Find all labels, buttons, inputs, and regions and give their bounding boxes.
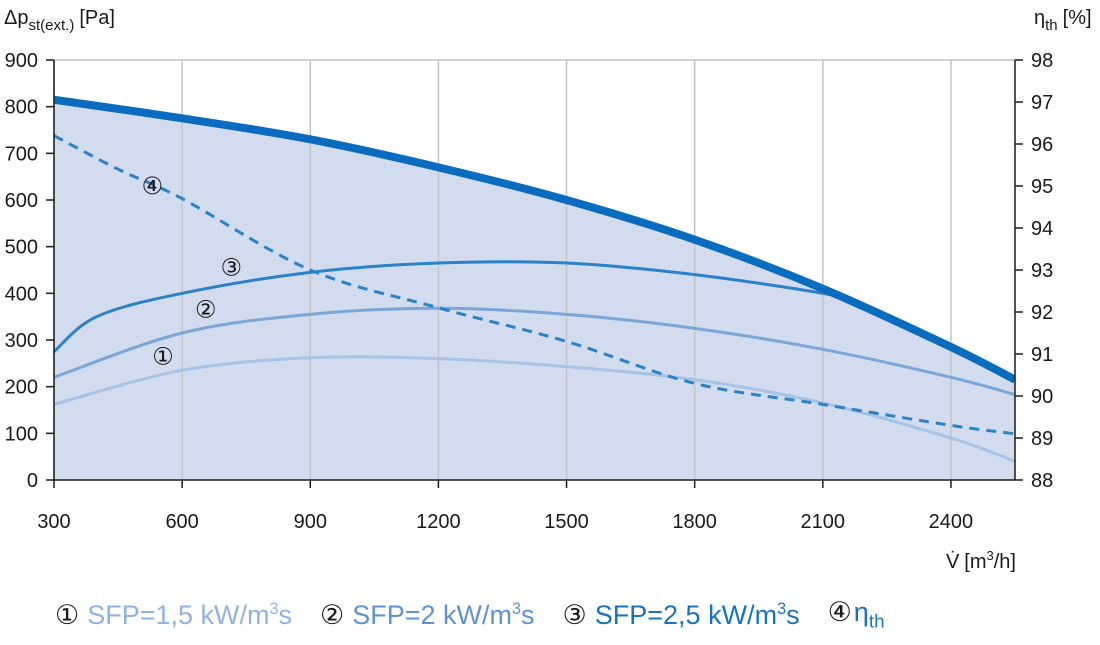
series-line-eta bbox=[54, 134, 1015, 436]
x-tick-label: 1200 bbox=[416, 511, 461, 533]
curve-marker: ① bbox=[152, 342, 174, 370]
left-tick-label: 800 bbox=[5, 97, 38, 119]
right-tick-label: 88 bbox=[1031, 470, 1053, 492]
x-tick-label: 1500 bbox=[544, 511, 589, 533]
legend-label-eta: ηth bbox=[853, 596, 885, 633]
legend: ① SFP=1,5 kW/m3s ② SFP=2 kW/m3s ③ SFP=2,… bbox=[55, 592, 1085, 638]
left-tick-label: 300 bbox=[5, 330, 38, 352]
legend-label-sfp-2: SFP=2 kW/m3s bbox=[352, 599, 535, 630]
right-tick-label: 91 bbox=[1031, 344, 1053, 366]
right-tick-label: 94 bbox=[1031, 218, 1053, 240]
chart: 0 100 200 300 400 500 600 700 800 900 88 89 90 91 92 93… bbox=[4, 7, 1092, 573]
x-tick-label: 1800 bbox=[672, 511, 717, 533]
left-tick-label: 200 bbox=[5, 377, 38, 399]
legend-label-sfp-2-5: SFP=2,5 kW/m3s bbox=[594, 599, 800, 630]
series-line-sfp-2 bbox=[54, 306, 1015, 397]
legend-item-sfp-1-5: ① SFP=1,5 kW/m3s bbox=[55, 600, 292, 631]
legend-marker-3: ③ bbox=[562, 599, 587, 631]
series-line-sfp-1-5 bbox=[54, 355, 1015, 463]
right-tick-label: 89 bbox=[1031, 428, 1053, 450]
right-tick-label: 90 bbox=[1031, 386, 1053, 408]
curve-markers: ④ ③②① bbox=[141, 172, 242, 370]
curve-marker: ③ bbox=[220, 254, 242, 282]
x-tick-label: 900 bbox=[294, 511, 327, 533]
left-tick-label: 700 bbox=[5, 143, 38, 165]
curve-marker: ④ bbox=[141, 172, 163, 200]
x-tick-label: 300 bbox=[37, 511, 70, 533]
x-tick-label: 2100 bbox=[801, 511, 846, 533]
left-tick-label: 0 bbox=[27, 470, 38, 492]
legend-item-sfp-2: ② SFP=2 kW/m3s bbox=[320, 600, 535, 631]
left-tick-label: 900 bbox=[5, 50, 38, 72]
right-tick-label: 97 bbox=[1031, 92, 1053, 114]
right-tick-label: 93 bbox=[1031, 260, 1053, 282]
right-tick-label: 92 bbox=[1031, 302, 1053, 324]
right-tick-label: 95 bbox=[1031, 176, 1053, 198]
left-tick-label: 100 bbox=[5, 423, 38, 445]
right-tick-label: 96 bbox=[1031, 134, 1053, 156]
series-lines bbox=[54, 95, 1015, 463]
series-line-envelope bbox=[54, 95, 1015, 384]
left-tick-label: 600 bbox=[5, 190, 38, 212]
right-axis-title: ηth [%] bbox=[1034, 7, 1092, 34]
left-axis-title: Δpst(ext.) [Pa] bbox=[4, 7, 115, 34]
curve-marker: ② bbox=[195, 296, 217, 324]
legend-item-sfp-2-5: ③ SFP=2,5 kW/m3s bbox=[563, 600, 800, 631]
series-line-sfp-2-5 bbox=[54, 260, 858, 353]
x-tick-label: 600 bbox=[165, 511, 198, 533]
axes: 0 100 200 300 400 500 600 700 800 900 88 89 90 91 92 93… bbox=[5, 50, 1054, 533]
envelope-area-fill bbox=[54, 99, 1015, 481]
x-axis-title: V̇ [m3/h] bbox=[946, 548, 1016, 573]
legend-marker-1: ① bbox=[55, 599, 80, 631]
legend-label-sfp-1-5: SFP=1,5 kW/m3s bbox=[87, 599, 293, 630]
legend-item-eta: ④ ηth bbox=[828, 597, 885, 633]
legend-marker-4: ④ bbox=[827, 596, 852, 628]
left-tick-label: 400 bbox=[5, 283, 38, 305]
left-tick-label: 500 bbox=[5, 237, 38, 259]
x-tick-label: 2400 bbox=[929, 511, 974, 533]
right-tick-label: 98 bbox=[1031, 50, 1053, 72]
legend-marker-2: ② bbox=[320, 599, 345, 631]
